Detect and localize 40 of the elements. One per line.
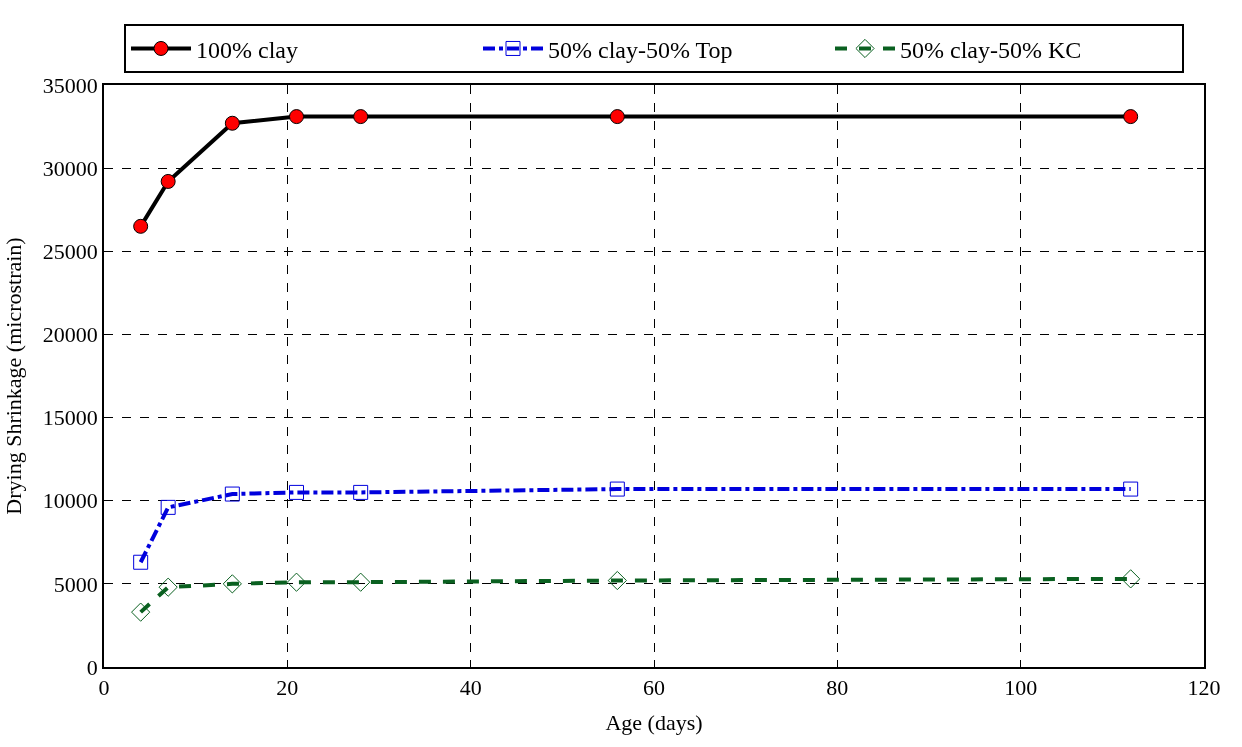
y-tick-label: 35000 [42, 72, 98, 98]
y-tick-label: 30000 [42, 155, 98, 181]
x-tick-label: 120 [1187, 675, 1221, 701]
point [224, 115, 240, 131]
x-tick-label: 100 [1004, 675, 1038, 701]
point [607, 570, 627, 591]
point [1123, 481, 1139, 497]
y-tick-label: 25000 [42, 238, 98, 264]
x-tick-label: 60 [643, 675, 665, 701]
point [609, 481, 625, 497]
point [609, 109, 625, 125]
point [286, 572, 307, 592]
point [1123, 109, 1139, 125]
y-tick-label: 5000 [53, 571, 98, 597]
legend-label: 100% clay [196, 36, 298, 63]
point [289, 484, 304, 500]
y-tick-label: 0 [86, 654, 98, 680]
point [133, 218, 149, 234]
point [353, 484, 369, 500]
x-tick-label: 40 [459, 675, 482, 701]
point [351, 572, 371, 592]
point [131, 602, 151, 622]
x-tick-label: 80 [826, 675, 849, 701]
y-axis-title: Drying Shrinkage (microstrain) [1, 237, 27, 515]
y-tick-label: 20000 [42, 322, 98, 348]
point [222, 574, 242, 594]
point [353, 109, 369, 125]
legend-label: 50% clay-50% Top [548, 36, 733, 63]
point [289, 109, 304, 125]
point [160, 173, 176, 189]
point [160, 499, 176, 515]
point [1121, 569, 1141, 589]
x-tick-label: 20 [276, 675, 299, 701]
x-axis-title: Age (days) [605, 709, 703, 735]
y-tick-label: 10000 [42, 488, 98, 514]
point [224, 486, 240, 502]
point [158, 577, 178, 597]
point [133, 554, 149, 570]
legend-label: 50% clay-50% KC [900, 36, 1082, 63]
y-tick-label: 15000 [42, 405, 98, 431]
